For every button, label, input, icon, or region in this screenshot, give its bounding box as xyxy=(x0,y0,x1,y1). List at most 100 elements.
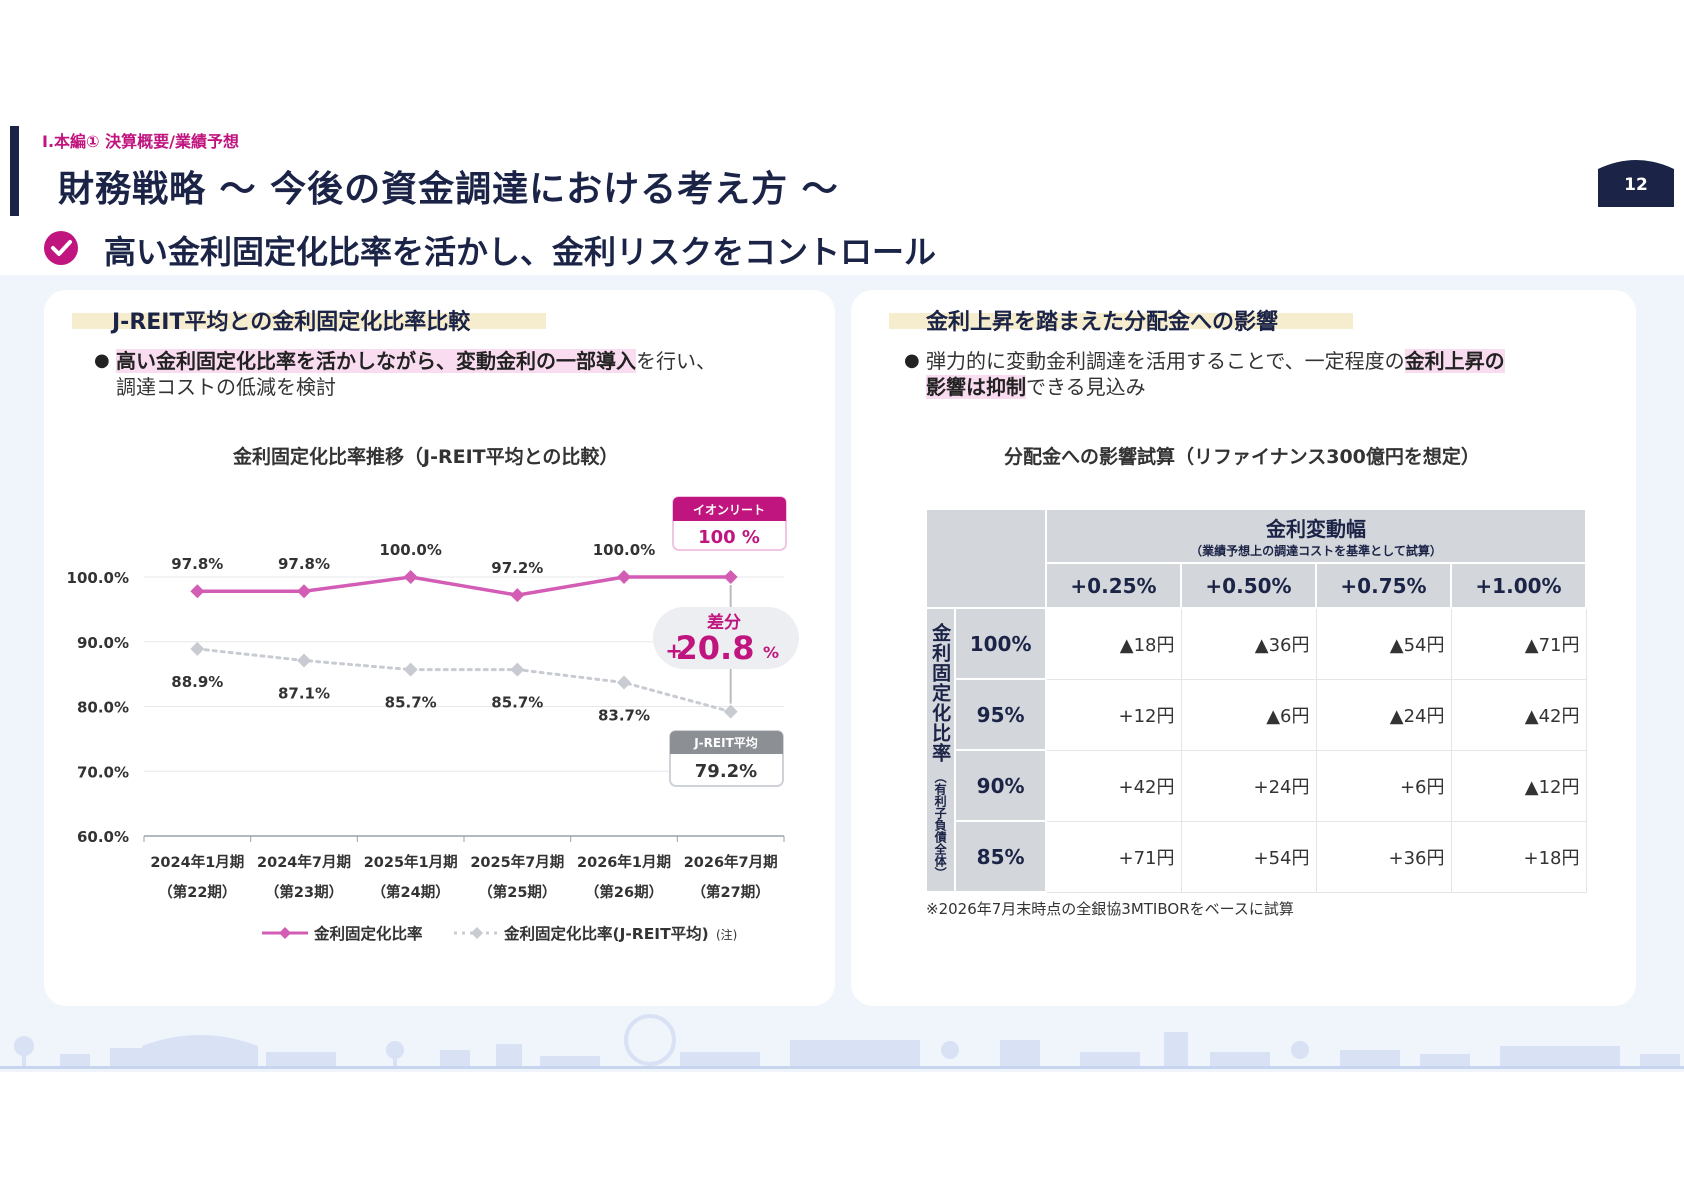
table-cell: +12円 xyxy=(1045,678,1182,751)
section-label: Ⅰ.本編① 決算概要/業績予想 xyxy=(42,132,239,151)
page-subtitle: 高い金利固定化比率を活かし、金利リスクをコントロール xyxy=(104,233,937,271)
jreit-badge-label: J-REIT平均 xyxy=(693,735,758,750)
data-point-aeon xyxy=(723,570,738,584)
jreit-badge-value: 79.2% xyxy=(695,761,757,782)
rate-column-header: +1.00% xyxy=(1450,562,1587,609)
x-tick-sublabel: （第24期） xyxy=(372,883,450,901)
data-point-aeon xyxy=(190,584,205,599)
series-line-aeon xyxy=(195,575,733,597)
legend-note: (注) xyxy=(716,927,737,942)
legend-marker xyxy=(279,927,291,939)
data-point-jreit xyxy=(510,662,525,677)
difference-callout: 差分 + 20.8 % xyxy=(653,607,799,669)
building-icon xyxy=(1598,160,1674,207)
data-point-jreit xyxy=(297,653,311,668)
table-row: 90% +42円 +24円 +6円 ▲12円 xyxy=(926,749,1587,822)
bullet-dot-icon: ● xyxy=(94,350,110,371)
data-label: 88.9% xyxy=(171,673,223,691)
data-label: 97.8% xyxy=(171,555,223,573)
data-point-aeon xyxy=(617,570,631,584)
table-cell: ▲24円 xyxy=(1315,678,1452,751)
data-label: 100.0% xyxy=(593,541,655,559)
bullet-text: ● 弾力的に変動金利調達を活用することで、一定程度の金利上昇の 影響は抑制できる… xyxy=(904,348,1505,400)
rate-column-header: +0.25% xyxy=(1045,562,1182,609)
x-tick-label: 2026年7月期 xyxy=(684,853,778,871)
table-cell: ▲54円 xyxy=(1315,607,1452,680)
bullet-dot-icon: ● xyxy=(904,350,920,371)
rate-column-header: +0.50% xyxy=(1180,562,1317,609)
x-tick-label: 2024年1月期 xyxy=(150,853,244,871)
x-tick-label: 2025年1月期 xyxy=(364,853,458,871)
table-cell: +54円 xyxy=(1180,820,1317,893)
y-tick-label: 100.0% xyxy=(67,569,129,587)
aeon-badge-value: 100 % xyxy=(698,527,760,548)
distribution-impact-table: 金利変動幅 （業績予想上の調達コストを基準として試算） +0.25% +0.50%… xyxy=(924,508,1587,893)
data-point-jreit xyxy=(190,641,205,656)
accent-bar xyxy=(10,126,19,216)
table-cell: ▲42円 xyxy=(1450,678,1587,751)
table-footnote: ※2026年7月末時点の全銀協3MTIBORをベースに試算 xyxy=(926,900,1294,918)
rate-column-header: +0.75% xyxy=(1315,562,1452,609)
title-highlight xyxy=(72,313,546,329)
chart-title: 金利固定化比率推移（J-REIT平均との比較） xyxy=(233,446,619,468)
panel-title: 金利上昇を踏まえた分配金への影響 xyxy=(926,310,1279,335)
page-number-badge: 12 xyxy=(1596,155,1676,207)
row-axis-subtitle: （有利子負債全体） xyxy=(933,771,948,879)
bullet-part-b: できる見込み xyxy=(1026,375,1146,399)
bullet-line2: 調達コストの低減を検討 xyxy=(116,375,336,399)
y-tick-label: 80.0% xyxy=(77,699,129,717)
table-cell: ▲36円 xyxy=(1180,607,1317,680)
data-point-jreit xyxy=(617,675,631,690)
legend-marker xyxy=(471,927,483,939)
rate-change-header-title: 金利変動幅 xyxy=(1266,517,1366,541)
bullet-text: ● 高い金利固定化比率を活かしながら、変動金利の一部導入を行い、 調達コストの低… xyxy=(94,348,716,400)
legend-label: 金利固定化比率 xyxy=(313,924,423,943)
row-header: 95% xyxy=(954,678,1047,751)
difference-unit: % xyxy=(763,643,779,662)
y-tick-label: 90.0% xyxy=(77,634,129,652)
title-highlight xyxy=(889,313,1353,329)
panel-title: J-REIT平均との金利固定化比率比較 xyxy=(112,310,471,335)
data-point-aeon xyxy=(510,588,525,603)
x-tick-label: 2024年7月期 xyxy=(257,853,351,871)
series-line-jreit xyxy=(195,647,733,714)
row-axis-title: 金利固定化比率 xyxy=(929,623,952,763)
table-cell: +36円 xyxy=(1315,820,1452,893)
data-label: 97.2% xyxy=(491,559,543,577)
table-title: 分配金への影響試算（リファイナンス300億円を想定） xyxy=(1004,446,1480,468)
rate-change-header: 金利変動幅 （業績予想上の調達コストを基準として試算） xyxy=(1045,508,1587,564)
x-tick-sublabel: （第26期） xyxy=(585,883,663,901)
row-header: 100% xyxy=(954,607,1047,680)
x-tick-sublabel: （第22期） xyxy=(158,883,236,901)
x-tick-sublabel: （第25期） xyxy=(478,883,556,901)
check-icon xyxy=(44,231,78,265)
table-cell: +18円 xyxy=(1450,820,1587,893)
fixed-rate-comparison-panel: J-REIT平均との金利固定化比率比較 ● 高い金利固定化比率を活かしながら、変… xyxy=(44,290,835,1006)
row-header: 85% xyxy=(954,820,1047,893)
data-label: 97.8% xyxy=(278,555,330,573)
table-cell: ▲71円 xyxy=(1450,607,1587,680)
legend-label: 金利固定化比率(J-REIT平均) xyxy=(503,924,709,943)
page-title: 財務戦略 ～ 今後の資金調達における考え方 ～ xyxy=(58,169,839,210)
line-chart: 100.0% 90.0% 80.0% 70.0% 60.0% 2024年1月期 （第22期）… xyxy=(67,496,799,943)
aeon-badge: イオンリート 100 % xyxy=(672,496,787,551)
table-cell: +24円 xyxy=(1180,749,1317,822)
bullet-part-a: 弾力的に変動金利調達を活用することで、一定程度の xyxy=(926,349,1405,373)
bullet-rest: を行い、 xyxy=(636,349,716,373)
y-tick-label: 70.0% xyxy=(77,763,129,781)
table-cell: ▲12円 xyxy=(1450,749,1587,822)
aeon-badge-label: イオンリート xyxy=(693,503,765,517)
x-tick-label: 2025年7月期 xyxy=(470,853,564,871)
y-tick-label: 60.0% xyxy=(77,828,129,846)
data-point-jreit xyxy=(723,704,738,719)
table-cell: +71円 xyxy=(1045,820,1182,893)
x-tick-label: 2026年1月期 xyxy=(577,853,671,871)
row-axis-label: 金利固定化比率 （有利子負債全体） xyxy=(924,607,957,893)
data-label: 85.7% xyxy=(385,694,437,712)
table-cell: +6円 xyxy=(1315,749,1452,822)
data-label: 100.0% xyxy=(379,541,441,559)
bullet-highlight-1: 金利上昇の xyxy=(1404,349,1505,373)
x-tick-sublabel: （第23期） xyxy=(265,883,343,901)
jreit-badge: J-REIT平均 79.2% xyxy=(669,730,784,787)
table-corner xyxy=(925,508,1047,609)
